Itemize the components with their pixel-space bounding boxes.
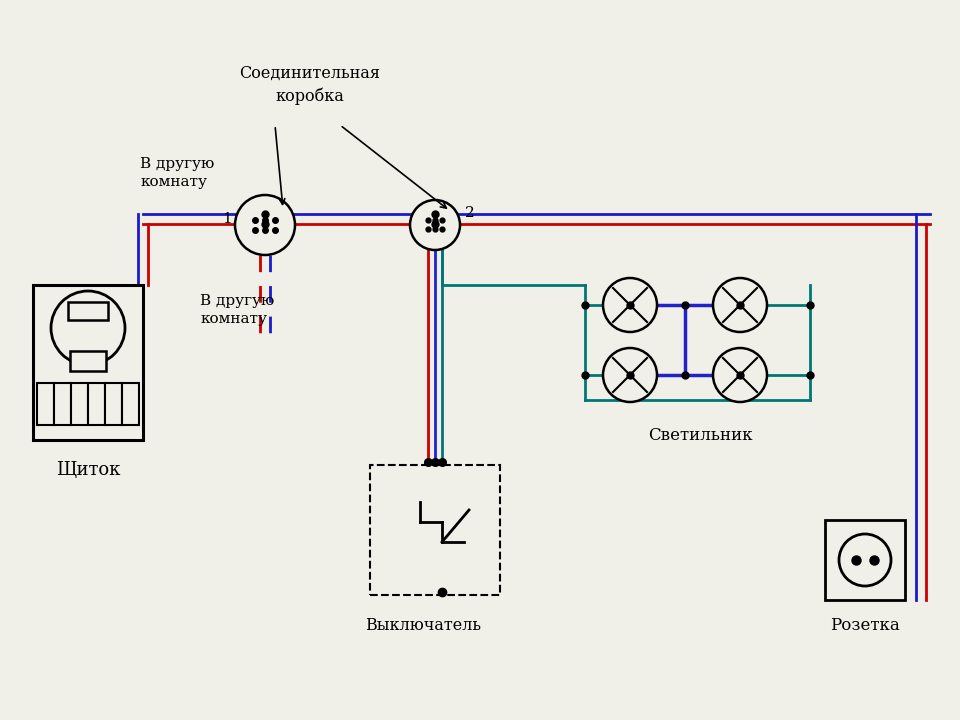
Text: 1: 1 [222,212,232,226]
Text: Щиток: Щиток [56,461,120,479]
Circle shape [603,278,657,332]
Circle shape [235,195,295,255]
Circle shape [713,348,767,402]
Circle shape [603,348,657,402]
Circle shape [410,200,460,250]
Text: В другую
комнату: В другую комнату [200,294,275,326]
Circle shape [51,291,125,365]
Bar [122,383,139,425]
Bar [370,465,500,595]
Bar [68,302,108,320]
Text: Соединительная
коробка: Соединительная коробка [239,65,380,105]
Bar [37,383,54,425]
Text: В другую
комнату: В другую комнату [140,157,214,189]
Circle shape [839,534,891,586]
Circle shape [713,278,767,332]
Bar [105,383,122,425]
Bar [88,383,105,425]
Text: Розетка: Розетка [830,616,900,634]
Text: 2: 2 [466,206,475,220]
Bar [70,351,106,371]
Bar [54,383,71,425]
Bar [71,383,88,425]
Text: Выключатель: Выключатель [365,616,481,634]
Bar [825,520,905,600]
Bar [33,285,143,440]
Text: Светильник: Светильник [648,426,753,444]
